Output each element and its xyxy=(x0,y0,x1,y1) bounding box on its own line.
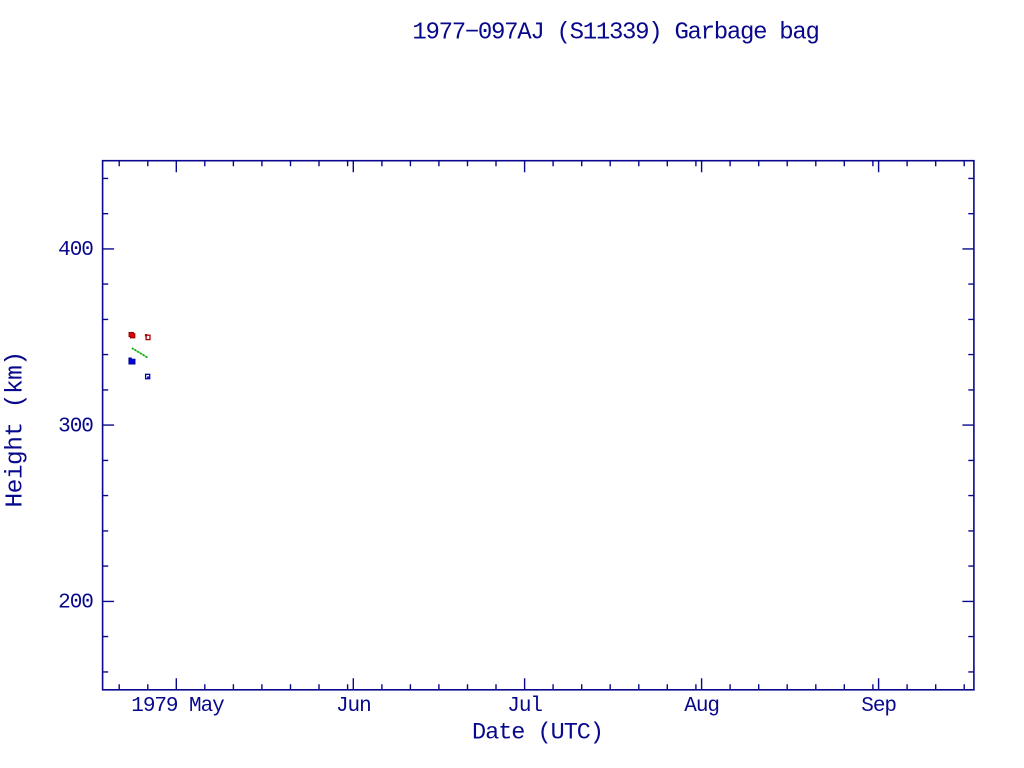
svg-text:1979 May: 1979 May xyxy=(131,695,224,718)
svg-text:300: 300 xyxy=(58,415,93,438)
svg-text:Aug: Aug xyxy=(684,695,719,718)
svg-text:Jul: Jul xyxy=(507,695,542,718)
svg-text:Jun: Jun xyxy=(336,695,371,718)
svg-text:200: 200 xyxy=(58,592,93,615)
svg-text:Date (UTC): Date (UTC) xyxy=(472,720,603,747)
svg-text:400: 400 xyxy=(58,239,93,262)
svg-text:1977−097AJ (S11339) Garbage ba: 1977−097AJ (S11339) Garbage bag xyxy=(412,19,818,46)
svg-text:Height (km): Height (km) xyxy=(3,351,30,507)
svg-text:Sep: Sep xyxy=(861,695,896,718)
